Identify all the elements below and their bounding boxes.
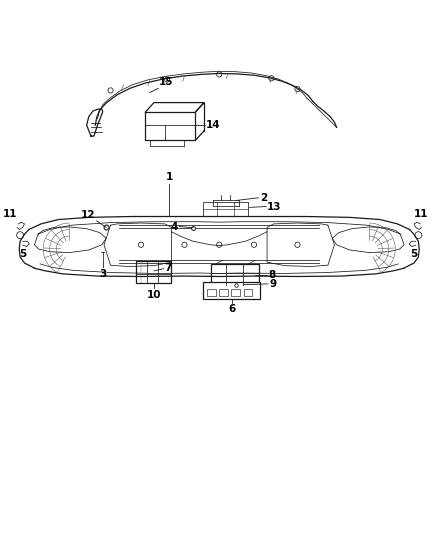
- Bar: [145, 112, 195, 140]
- Bar: [219, 289, 228, 296]
- Bar: [244, 289, 252, 296]
- Text: 8: 8: [268, 270, 275, 280]
- Bar: [203, 202, 248, 216]
- Text: 9: 9: [269, 279, 276, 289]
- Text: 15: 15: [159, 77, 174, 87]
- Text: 5: 5: [410, 249, 417, 259]
- Text: 14: 14: [206, 120, 221, 130]
- Text: 13: 13: [267, 201, 282, 212]
- Bar: [231, 289, 240, 296]
- Text: 4: 4: [170, 222, 178, 231]
- Text: 1: 1: [166, 172, 173, 182]
- Text: 11: 11: [414, 209, 429, 219]
- Text: 2: 2: [260, 193, 267, 203]
- Bar: [212, 264, 259, 285]
- Bar: [208, 289, 216, 296]
- Bar: [136, 261, 170, 283]
- Text: 12: 12: [81, 210, 95, 220]
- Bar: [203, 282, 260, 299]
- Text: 5: 5: [19, 249, 26, 259]
- Text: 6: 6: [229, 304, 236, 314]
- Text: 10: 10: [147, 289, 161, 300]
- Text: 3: 3: [99, 269, 106, 279]
- Text: 11: 11: [4, 209, 18, 219]
- Text: 7: 7: [164, 263, 172, 273]
